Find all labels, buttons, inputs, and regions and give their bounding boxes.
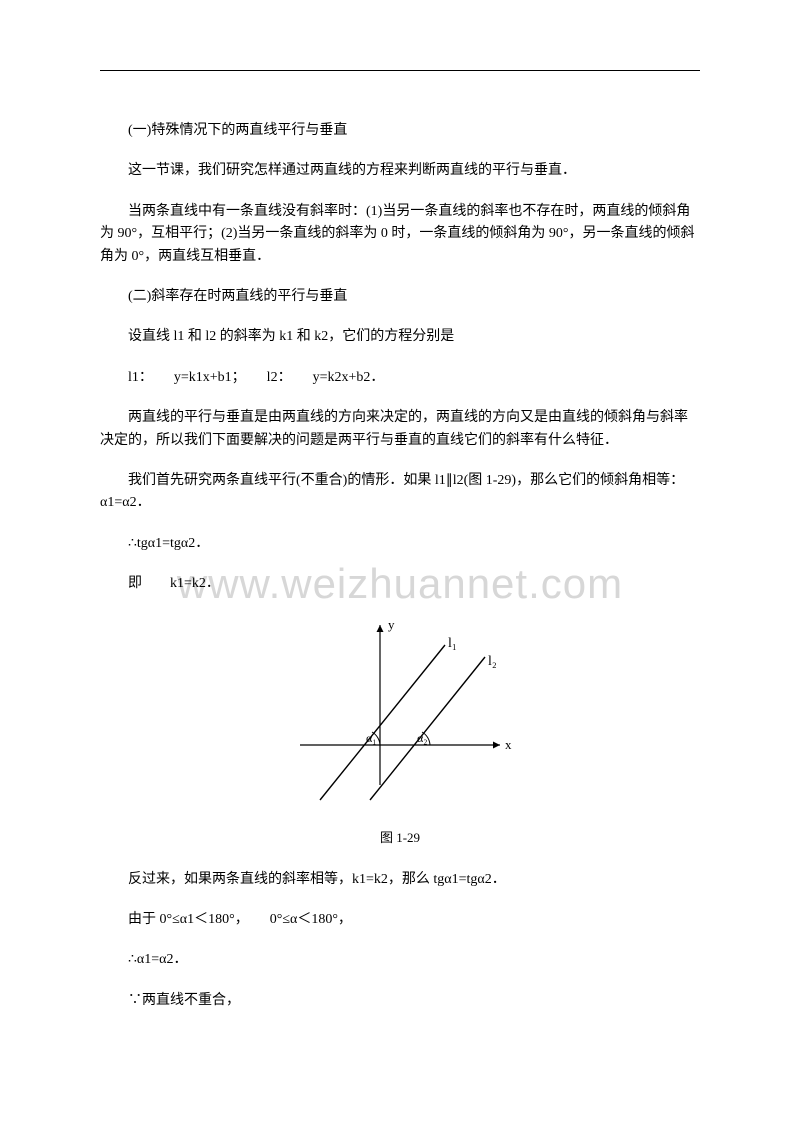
equation-line: ∴tgα1=tgα2．: [100, 533, 700, 555]
x-axis-label: x: [505, 737, 512, 752]
angle-alpha1-label: α₁: [366, 731, 376, 745]
document-body: (一)特殊情况下的两直线平行与垂直 这一节课，我们研究怎样通过两直线的方程来判断…: [100, 120, 700, 1012]
paragraph: 由于 0°≤α1＜180°， 0°≤α＜180°，: [100, 909, 700, 931]
equation-line: ∴α1=α2．: [100, 949, 700, 971]
angle-alpha2-label: α₂: [417, 731, 427, 745]
paragraph: 我们首先研究两条直线平行(不重合)的情形．如果 l1∥l2(图 1-29)，那么…: [100, 470, 700, 515]
y-axis-label: y: [388, 617, 395, 632]
section-2-title: (二)斜率存在时两直线的平行与垂直: [100, 286, 700, 308]
section-1-title: (一)特殊情况下的两直线平行与垂直: [100, 120, 700, 142]
figure-caption: 图 1-29: [100, 828, 700, 849]
figure-1-29: x y l₁ l₂ α₁ α₂ 图 1-29: [100, 615, 700, 848]
paragraph: 反过来，如果两条直线的斜率相等，k1=k2，那么 tgα1=tgα2．: [100, 869, 700, 891]
equation-line: l1： y=k1x+b1； l2： y=k2x+b2．: [100, 367, 700, 389]
paragraph: 两直线的平行与垂直是由两直线的方向来决定的，两直线的方向又是由直线的倾斜角与斜率…: [100, 407, 700, 452]
paragraph: 这一节课，我们研究怎样通过两直线的方程来判断两直线的平行与垂直．: [100, 160, 700, 182]
equation-line: 即 k1=k2．: [100, 573, 700, 595]
page: www.weizhuannet.com (一)特殊情况下的两直线平行与垂直 这一…: [0, 0, 800, 1132]
paragraph: 设直线 l1 和 l2 的斜率为 k1 和 k2，它们的方程分别是: [100, 326, 700, 348]
paragraph: ∵两直线不重合，: [100, 990, 700, 1012]
line-l2-label: l₂: [488, 654, 497, 669]
parallel-lines-diagram: x y l₁ l₂ α₁ α₂: [280, 615, 520, 815]
line-l1-label: l₁: [448, 636, 457, 651]
paragraph: 当两条直线中有一条直线没有斜率时：(1)当另一条直线的斜率也不存在时，两直线的倾…: [100, 201, 700, 268]
top-rule: [100, 70, 700, 71]
